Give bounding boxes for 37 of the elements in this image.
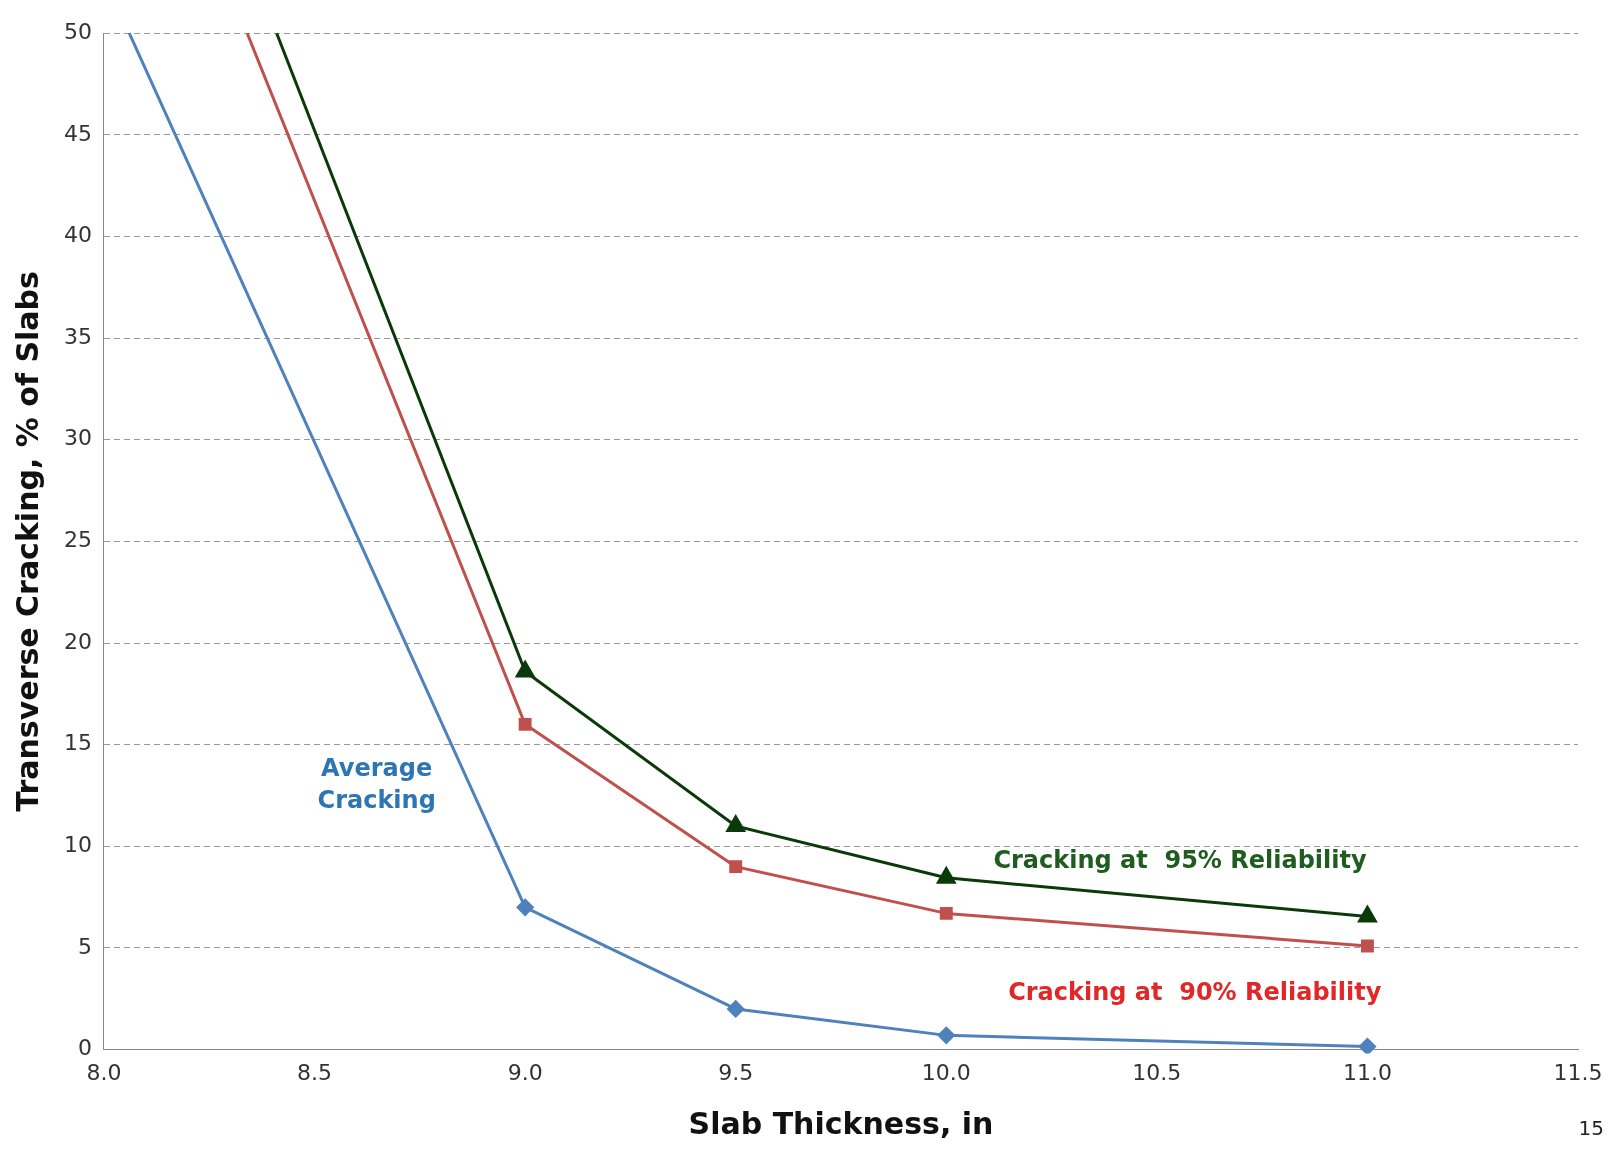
point bbox=[936, 867, 956, 884]
x-tick-label: 9.0 bbox=[507, 1059, 543, 1085]
point bbox=[516, 898, 534, 916]
point bbox=[1358, 905, 1377, 923]
y-tick-label: 50 bbox=[63, 18, 92, 44]
point bbox=[937, 1026, 955, 1044]
point bbox=[515, 661, 535, 678]
point bbox=[727, 1000, 745, 1018]
y-tick-label: 10 bbox=[63, 832, 92, 858]
y-tick-label: 15 bbox=[63, 730, 92, 756]
y-tick-label: 5 bbox=[77, 933, 92, 959]
point bbox=[518, 717, 532, 731]
y-tick-label: 40 bbox=[63, 222, 92, 248]
series-label: Average Cracking bbox=[317, 753, 436, 814]
x-tick-label: 11.0 bbox=[1342, 1059, 1392, 1085]
x-tick-label: 9.5 bbox=[718, 1059, 754, 1085]
x-tick-label: 8.5 bbox=[297, 1059, 333, 1085]
x-tick-label: 10.0 bbox=[921, 1059, 971, 1085]
x-tick-label: 8.0 bbox=[86, 1059, 122, 1085]
series-label: Cracking at 95% Reliability bbox=[993, 845, 1367, 874]
point bbox=[729, 860, 743, 874]
x-tick-label: 11.5 bbox=[1553, 1059, 1603, 1085]
y-axis-title: Transverse Cracking, % of Slabs bbox=[9, 271, 45, 812]
text: 15 bbox=[1578, 1116, 1604, 1140]
x-axis-title: Slab Thickness, in bbox=[688, 1105, 994, 1141]
series-label: Cracking at 90% Reliability bbox=[1008, 977, 1382, 1006]
x-tick-label: 10.5 bbox=[1132, 1059, 1182, 1085]
point bbox=[939, 906, 953, 920]
y-tick-label: 0 bbox=[77, 1035, 92, 1061]
point bbox=[1358, 1038, 1376, 1054]
y-tick-label: 20 bbox=[63, 628, 92, 654]
y-tick-label: 45 bbox=[63, 120, 92, 146]
point bbox=[726, 815, 746, 832]
point bbox=[1360, 939, 1374, 953]
y-tick-label: 30 bbox=[63, 425, 92, 451]
y-tick-label: 25 bbox=[63, 527, 92, 553]
y-tick-label: 35 bbox=[63, 323, 92, 349]
